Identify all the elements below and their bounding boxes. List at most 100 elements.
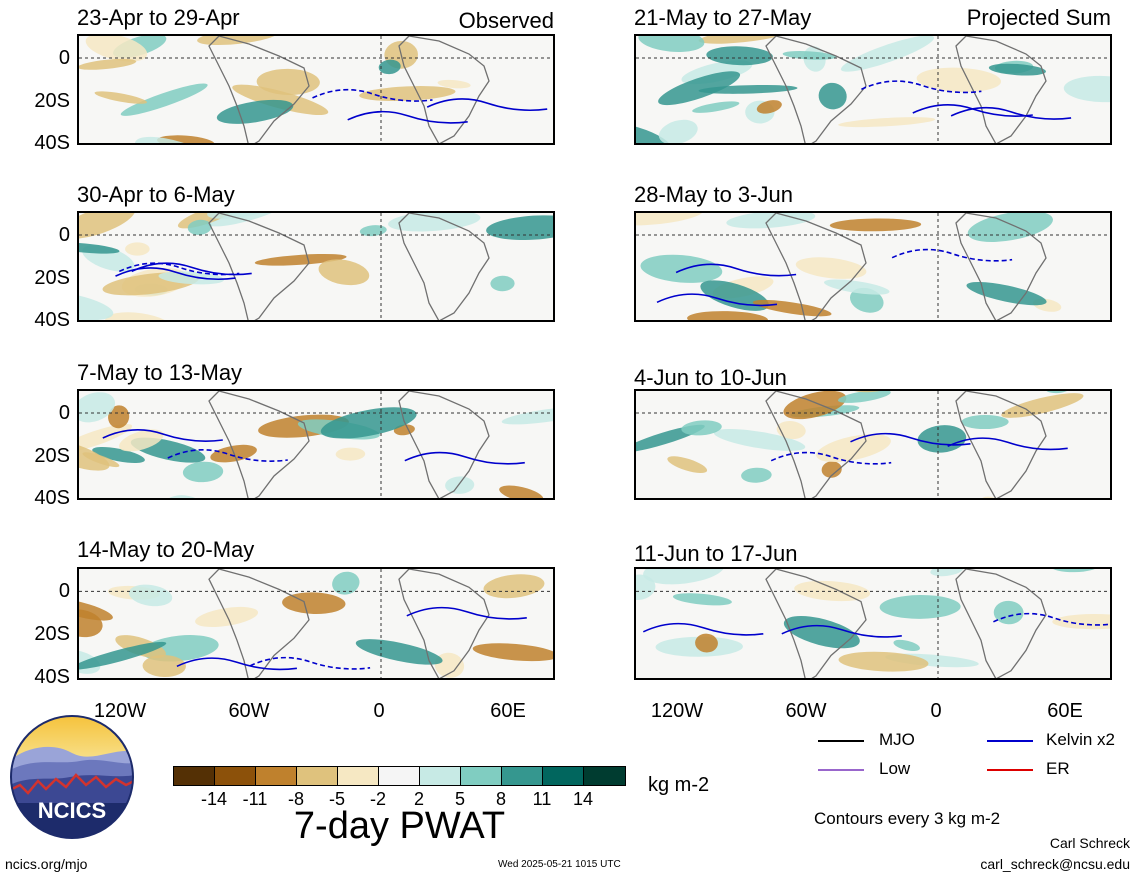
- panel-title-left-2: 30-Apr to 6-May: [77, 182, 235, 207]
- anomaly-shading: [332, 571, 360, 595]
- anomaly-shading: [490, 275, 515, 292]
- anomaly-shading: [821, 461, 842, 478]
- x-tick-0: 0: [930, 700, 942, 722]
- x-tick-60e: 60E: [490, 700, 526, 722]
- anomaly-shading: [741, 467, 772, 483]
- anomaly-shading: [216, 99, 294, 124]
- panel-title-right-3: 4-Jun to 10-Jun: [634, 365, 787, 390]
- colorbar-cell: [296, 766, 338, 786]
- anomaly-shading: [829, 218, 922, 232]
- x-tick-0: 0: [373, 700, 385, 722]
- kelvin-contour: [426, 98, 548, 112]
- colorbar-label: -14: [200, 789, 227, 809]
- y-tick-0: 0: [58, 402, 70, 424]
- map-panel-left-2: [77, 211, 555, 322]
- anomaly-shading: [79, 424, 133, 453]
- map-panel-right-3: [634, 389, 1112, 500]
- anomaly-shading: [698, 36, 789, 44]
- panel-title-right-2: 28-May to 3-Jun: [634, 182, 793, 207]
- anomaly-shading: [79, 609, 103, 638]
- x-tick-60w: 60W: [228, 700, 270, 722]
- anomaly-shading: [840, 36, 935, 72]
- footer-url[interactable]: ncics.org/mjo: [5, 856, 88, 872]
- anomaly-shading: [838, 651, 929, 672]
- anomaly-shading: [695, 633, 718, 653]
- anomaly-shading: [355, 639, 443, 665]
- colorbar-cell: [501, 766, 543, 786]
- coastline-south-america: [765, 391, 867, 498]
- anomaly-shading: [182, 461, 224, 483]
- chart-title: 7-day PWAT: [293, 805, 506, 847]
- anomaly-shading: [119, 429, 164, 452]
- anomaly-shading: [335, 447, 366, 461]
- anomaly-shading: [125, 242, 150, 256]
- anomaly-shading: [658, 71, 741, 106]
- anomaly-shading: [823, 279, 890, 295]
- anomaly-shading: [818, 82, 847, 110]
- legend-low-line: [818, 769, 864, 771]
- anomaly-shading: [726, 213, 816, 229]
- y-tick-40s: 40S: [34, 487, 70, 509]
- anomaly-shading: [638, 36, 705, 53]
- y-tick-20s: 20S: [34, 267, 70, 289]
- colorbar-label: 2: [413, 789, 424, 809]
- coastline-south-america: [765, 36, 867, 143]
- anomaly-shading: [988, 63, 1046, 76]
- map-panel-left-3: [77, 389, 555, 500]
- kelvin-contour: [176, 657, 298, 671]
- kelvin-contour: [102, 429, 223, 442]
- coastline-south-america: [765, 569, 867, 678]
- colorbar-cell: [419, 766, 461, 786]
- anomaly-shading: [837, 391, 891, 403]
- y-tick-20s: 20S: [34, 445, 70, 467]
- anomaly-shading: [916, 67, 1002, 93]
- anomaly-shading: [378, 59, 401, 75]
- x-tick-60w: 60W: [785, 700, 827, 722]
- coastline-africa: [955, 391, 1047, 498]
- anomaly-shading: [359, 225, 387, 237]
- anomaly-shading: [85, 36, 148, 62]
- anomaly-shading: [320, 407, 417, 439]
- coastline-africa: [398, 36, 490, 143]
- legend-er-line: [987, 769, 1033, 771]
- map-panel-right-2: [634, 211, 1112, 322]
- anomaly-shading: [1063, 75, 1110, 103]
- coastline-south-america: [208, 36, 310, 143]
- anomaly-shading: [157, 135, 215, 143]
- anomaly-shading: [692, 101, 740, 113]
- contour-note: Contours every 3 kg m-2: [814, 809, 1001, 828]
- anomaly-shading: [207, 213, 285, 219]
- colorbar-label: -11: [242, 789, 268, 809]
- legend-mjo-line: [818, 740, 864, 742]
- colorbar-cell: [542, 766, 584, 786]
- legend-kelvin-line: [987, 740, 1033, 742]
- anomaly-shading: [105, 312, 175, 320]
- panel-title-left-1: 23-Apr to 29-Apr: [77, 5, 240, 30]
- anomaly-shading: [94, 91, 147, 104]
- footer-email[interactable]: carl_schreck@ncsu.edu: [980, 856, 1130, 872]
- x-tick-120w: 120W: [650, 700, 704, 722]
- kelvin-contour: [950, 106, 1072, 120]
- anomaly-shading: [501, 406, 553, 425]
- map-panel-right-4: [634, 567, 1112, 680]
- anomaly-shading: [1050, 569, 1099, 573]
- anomaly-shading: [672, 593, 732, 606]
- kelvin-contour: [947, 437, 1068, 451]
- coastline-africa: [398, 391, 490, 498]
- coastline-south-america: [208, 569, 310, 678]
- anomaly-shading: [752, 299, 832, 317]
- coastline-south-america: [208, 213, 310, 320]
- anomaly-shading: [1001, 393, 1084, 418]
- anomaly-shading: [318, 259, 370, 286]
- anomaly-shading: [636, 574, 656, 600]
- anomaly-shading: [1047, 316, 1112, 322]
- anomaly-shading: [232, 84, 329, 116]
- kelvin-contour: [781, 624, 902, 638]
- anomaly-shading: [334, 391, 385, 394]
- kelvin-contour: [770, 451, 892, 465]
- colorbar-label: -2: [369, 789, 386, 809]
- colorbar-label: 14: [572, 789, 594, 809]
- map-panel-left-4: [77, 567, 555, 680]
- footer-author: Carl Schreck: [1049, 835, 1130, 851]
- anomaly-shading: [92, 446, 145, 464]
